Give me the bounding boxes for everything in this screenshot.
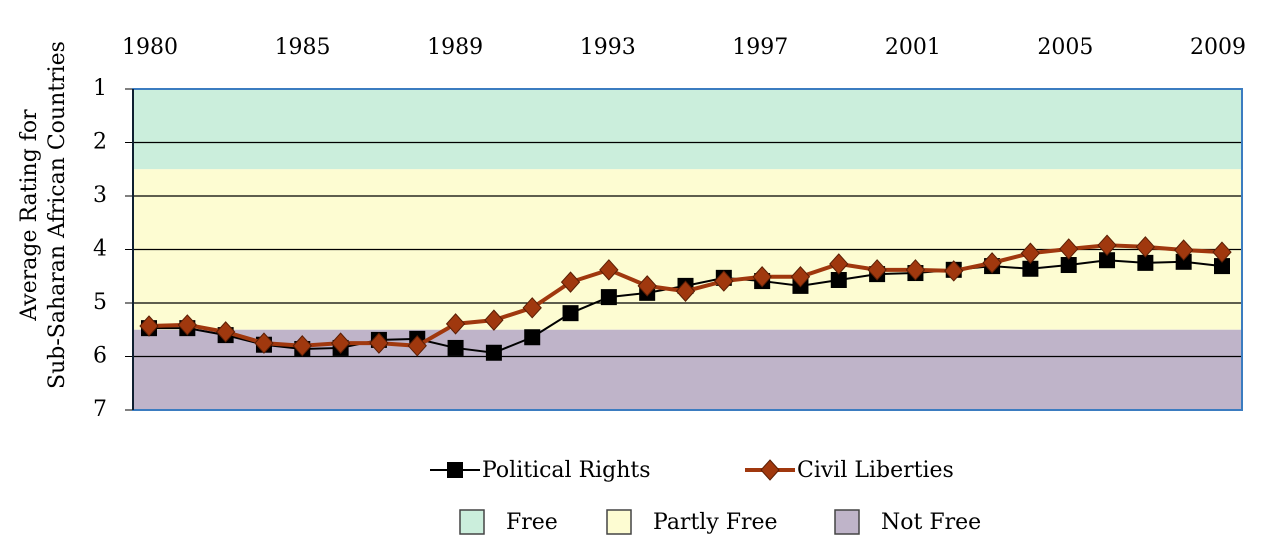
point <box>790 266 811 288</box>
x-tick-label: 2001 <box>885 35 941 60</box>
point <box>139 315 159 337</box>
y-tick-label: 7 <box>93 397 107 422</box>
legend-label: Partly Free <box>653 510 778 535</box>
y-axis-title: Average Rating for Sub-Saharan African C… <box>17 41 70 389</box>
legend-swatch <box>606 509 632 535</box>
point <box>1174 239 1194 261</box>
point <box>867 259 887 281</box>
point <box>752 266 772 288</box>
point <box>600 289 617 306</box>
y-tick-label: 6 <box>93 344 107 369</box>
legend-label: Free <box>506 510 558 535</box>
point <box>215 321 236 343</box>
legend-marker <box>447 462 463 478</box>
point <box>599 259 619 281</box>
legend-swatch <box>834 509 860 535</box>
x-tick-label: 2005 <box>1037 35 1093 60</box>
y-label-line: Sub-Saharan African Countries <box>45 41 70 389</box>
point <box>292 335 312 357</box>
point <box>1175 253 1192 270</box>
x-tick-label: 1997 <box>732 35 788 60</box>
y-tick-label: 2 <box>93 130 107 155</box>
band <box>133 89 1242 170</box>
point <box>1060 257 1077 274</box>
point <box>829 253 849 275</box>
point <box>447 339 464 356</box>
point <box>1137 254 1154 271</box>
point <box>177 314 197 336</box>
point <box>369 332 389 354</box>
x-tick-label: 1980 <box>122 35 178 60</box>
point <box>714 270 734 292</box>
legend-swatch <box>459 509 485 535</box>
point <box>1020 242 1041 264</box>
point <box>1059 238 1079 260</box>
y-label-line: Average Rating for <box>17 109 42 322</box>
legend-label: Not Free <box>881 510 981 535</box>
point <box>330 332 351 354</box>
y-tick-label: 1 <box>93 76 107 101</box>
point <box>1135 236 1156 258</box>
point <box>445 313 466 335</box>
x-tick-label: 2009 <box>1190 35 1246 60</box>
point <box>675 280 696 302</box>
point <box>944 260 964 282</box>
legend-label: Civil Liberties <box>797 458 954 483</box>
point <box>485 344 502 361</box>
point <box>982 252 1002 274</box>
point <box>1097 234 1117 256</box>
y-tick-label: 5 <box>93 290 107 315</box>
point <box>637 275 657 297</box>
point <box>254 332 274 354</box>
point <box>407 335 427 357</box>
legend-marker <box>760 459 780 481</box>
point <box>905 259 926 281</box>
point <box>562 305 579 322</box>
point <box>1214 258 1230 275</box>
point <box>830 271 847 288</box>
x-tick-label: 1989 <box>427 35 483 60</box>
point <box>484 309 504 331</box>
legend-label: Political Rights <box>482 458 651 483</box>
point <box>522 297 542 319</box>
point <box>560 271 581 293</box>
point <box>1022 260 1039 277</box>
point <box>1099 252 1116 269</box>
x-tick-label: 1993 <box>580 35 636 60</box>
y-tick-label: 4 <box>93 237 107 262</box>
point <box>1212 241 1232 263</box>
point <box>524 329 541 346</box>
x-tick-label: 1985 <box>275 35 331 60</box>
y-tick-label: 3 <box>93 183 107 208</box>
